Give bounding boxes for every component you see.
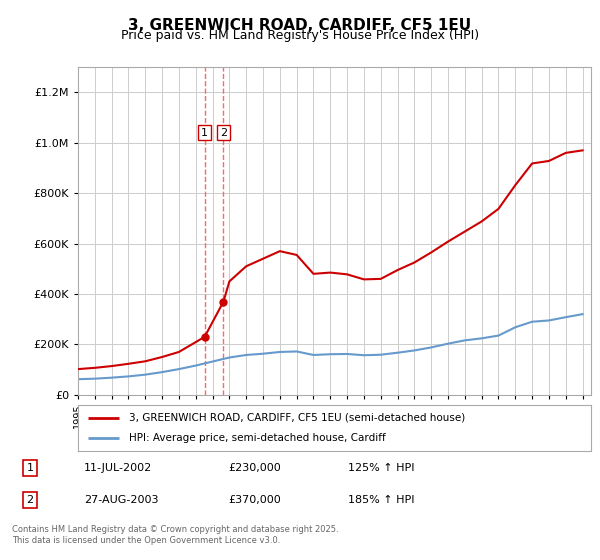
Text: £230,000: £230,000 [228,463,281,473]
Text: 2: 2 [26,495,34,505]
Text: HPI: Average price, semi-detached house, Cardiff: HPI: Average price, semi-detached house,… [130,433,386,443]
Text: 11-JUL-2002: 11-JUL-2002 [84,463,152,473]
Text: 3, GREENWICH ROAD, CARDIFF, CF5 1EU: 3, GREENWICH ROAD, CARDIFF, CF5 1EU [128,18,472,33]
Text: Price paid vs. HM Land Registry's House Price Index (HPI): Price paid vs. HM Land Registry's House … [121,29,479,42]
Text: 27-AUG-2003: 27-AUG-2003 [84,495,158,505]
Text: 125% ↑ HPI: 125% ↑ HPI [348,463,415,473]
Text: 1: 1 [201,128,208,138]
Text: 1: 1 [26,463,34,473]
Text: 2: 2 [220,128,227,138]
Text: 3, GREENWICH ROAD, CARDIFF, CF5 1EU (semi-detached house): 3, GREENWICH ROAD, CARDIFF, CF5 1EU (sem… [130,413,466,423]
Text: £370,000: £370,000 [228,495,281,505]
Text: Contains HM Land Registry data © Crown copyright and database right 2025.
This d: Contains HM Land Registry data © Crown c… [12,525,338,545]
Text: 185% ↑ HPI: 185% ↑ HPI [348,495,415,505]
